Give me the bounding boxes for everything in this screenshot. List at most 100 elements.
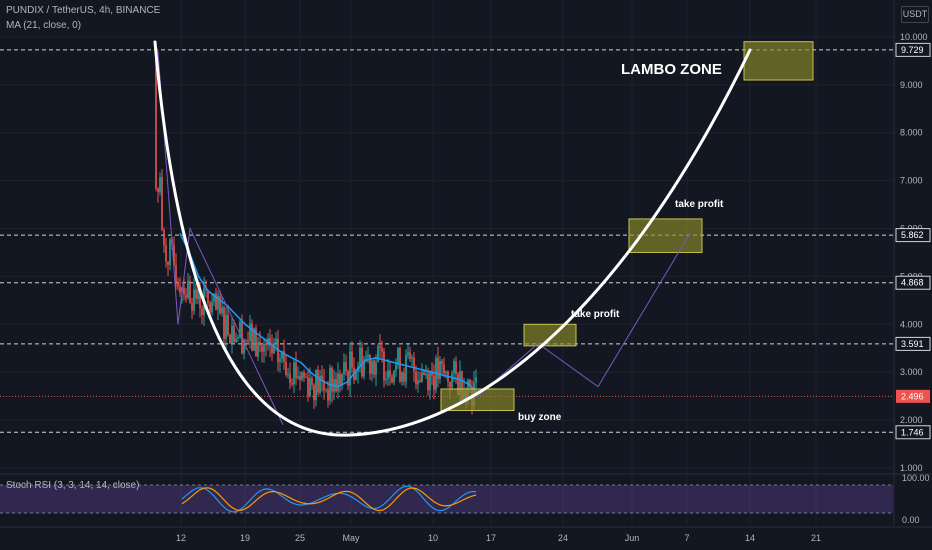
candle-body xyxy=(309,378,311,397)
candle-body xyxy=(421,372,423,382)
candle-body xyxy=(287,374,289,376)
candle-body xyxy=(313,384,315,401)
x-tick-3: May xyxy=(342,533,360,543)
level-tag-1 xyxy=(895,228,931,243)
candle-body xyxy=(379,345,381,348)
candle-body xyxy=(265,343,267,345)
candle-body xyxy=(269,338,271,347)
candle-body xyxy=(273,343,275,354)
candle-body xyxy=(337,373,339,392)
candle-body xyxy=(305,377,307,379)
candle-body xyxy=(263,343,265,352)
candle-body xyxy=(201,308,203,315)
level-tag-label-1: 5.862 xyxy=(901,230,924,240)
candle-body xyxy=(259,342,261,346)
candle-body xyxy=(255,328,257,357)
ma-indicator-label[interactable]: MA (21, close, 0) xyxy=(6,20,82,31)
y-tick-8: 9.000 xyxy=(900,80,923,90)
candle-body xyxy=(403,372,405,382)
candle-body xyxy=(155,56,157,189)
level-tag-label-2: 4.868 xyxy=(901,278,924,288)
ma-polyline xyxy=(179,232,479,395)
candle-body xyxy=(437,357,439,379)
candle-body xyxy=(231,325,233,344)
candle-body xyxy=(311,378,313,385)
historic-path-line xyxy=(157,51,284,426)
candle-body xyxy=(177,284,179,287)
candle-body xyxy=(475,377,477,383)
candle-body xyxy=(289,374,291,383)
candle-body xyxy=(455,361,457,374)
candle-body xyxy=(449,381,451,388)
candle-body xyxy=(301,372,303,380)
annotation-3: buy zone xyxy=(518,412,562,423)
candle-body xyxy=(371,360,373,374)
x-tick-4: 10 xyxy=(428,533,438,543)
candle-body xyxy=(345,362,347,372)
candle-body xyxy=(157,188,159,193)
candle-body xyxy=(229,334,231,344)
trade-zones xyxy=(440,41,814,412)
candle-body xyxy=(339,373,341,386)
candle-body xyxy=(261,345,263,352)
candle-body xyxy=(179,286,181,293)
level-tag-label-0: 9.729 xyxy=(901,45,924,55)
candle-body xyxy=(237,337,239,339)
current-price-label: 2.496 xyxy=(901,391,924,401)
candle-body xyxy=(443,364,445,374)
stoch-rsi-pane: 100.00 0.00 xyxy=(0,473,932,525)
candle-body xyxy=(459,370,461,395)
candle-body xyxy=(413,357,415,372)
candle-body xyxy=(359,347,361,366)
candle-body xyxy=(367,354,369,358)
candle-body xyxy=(369,354,371,374)
current-price-tag xyxy=(896,389,930,403)
candle-body xyxy=(419,380,421,382)
candle-body xyxy=(257,342,259,357)
candle-body xyxy=(207,289,209,304)
candle-body xyxy=(461,370,463,401)
candle-body xyxy=(159,177,161,193)
candle-body xyxy=(295,362,297,378)
level-tag-2 xyxy=(895,275,931,290)
candle-body xyxy=(327,389,329,401)
candle-body xyxy=(227,314,229,335)
y-tick-3: 4.000 xyxy=(900,319,923,329)
candle-body xyxy=(381,347,383,352)
level-tag-4 xyxy=(895,425,931,440)
level-tag-label-3: 3.591 xyxy=(901,339,924,349)
candle-body xyxy=(271,346,273,354)
candle-body xyxy=(361,347,363,377)
candle-body xyxy=(439,360,441,379)
rsi-tick-100: 100.00 xyxy=(902,473,930,483)
stoch-rsi-label[interactable]: Stoch RSI (3, 3, 14, 14, close) xyxy=(6,480,140,491)
candle-body xyxy=(193,289,195,311)
candle-body xyxy=(173,244,175,265)
x-tick-2: 25 xyxy=(295,533,305,543)
candle-body xyxy=(165,244,167,262)
cup-curve-path xyxy=(153,40,752,437)
y-tick-7: 8.000 xyxy=(900,128,923,138)
y-tick-6: 7.000 xyxy=(900,176,923,186)
candle-body xyxy=(239,321,241,338)
candle-body xyxy=(167,261,169,265)
annotations: LAMBO ZONE take profit take profit buy zone xyxy=(518,61,724,423)
currency-badge[interactable]: USDT xyxy=(901,6,929,23)
candle-body xyxy=(391,376,393,383)
candle-body xyxy=(409,352,411,359)
candle-body xyxy=(253,328,255,351)
candle-body xyxy=(275,338,277,344)
candle-body xyxy=(425,373,427,376)
x-tick-10: 21 xyxy=(811,533,821,543)
candle-body xyxy=(175,264,177,285)
candle-body xyxy=(375,362,377,375)
candle-body xyxy=(397,348,399,365)
rsi-k-line xyxy=(181,485,477,513)
candle-body xyxy=(431,370,433,376)
candle-body xyxy=(411,357,413,359)
candle-body xyxy=(197,284,199,299)
candle-body xyxy=(427,373,429,391)
x-tick-7: Jun xyxy=(625,533,640,543)
candle-body xyxy=(217,295,219,310)
